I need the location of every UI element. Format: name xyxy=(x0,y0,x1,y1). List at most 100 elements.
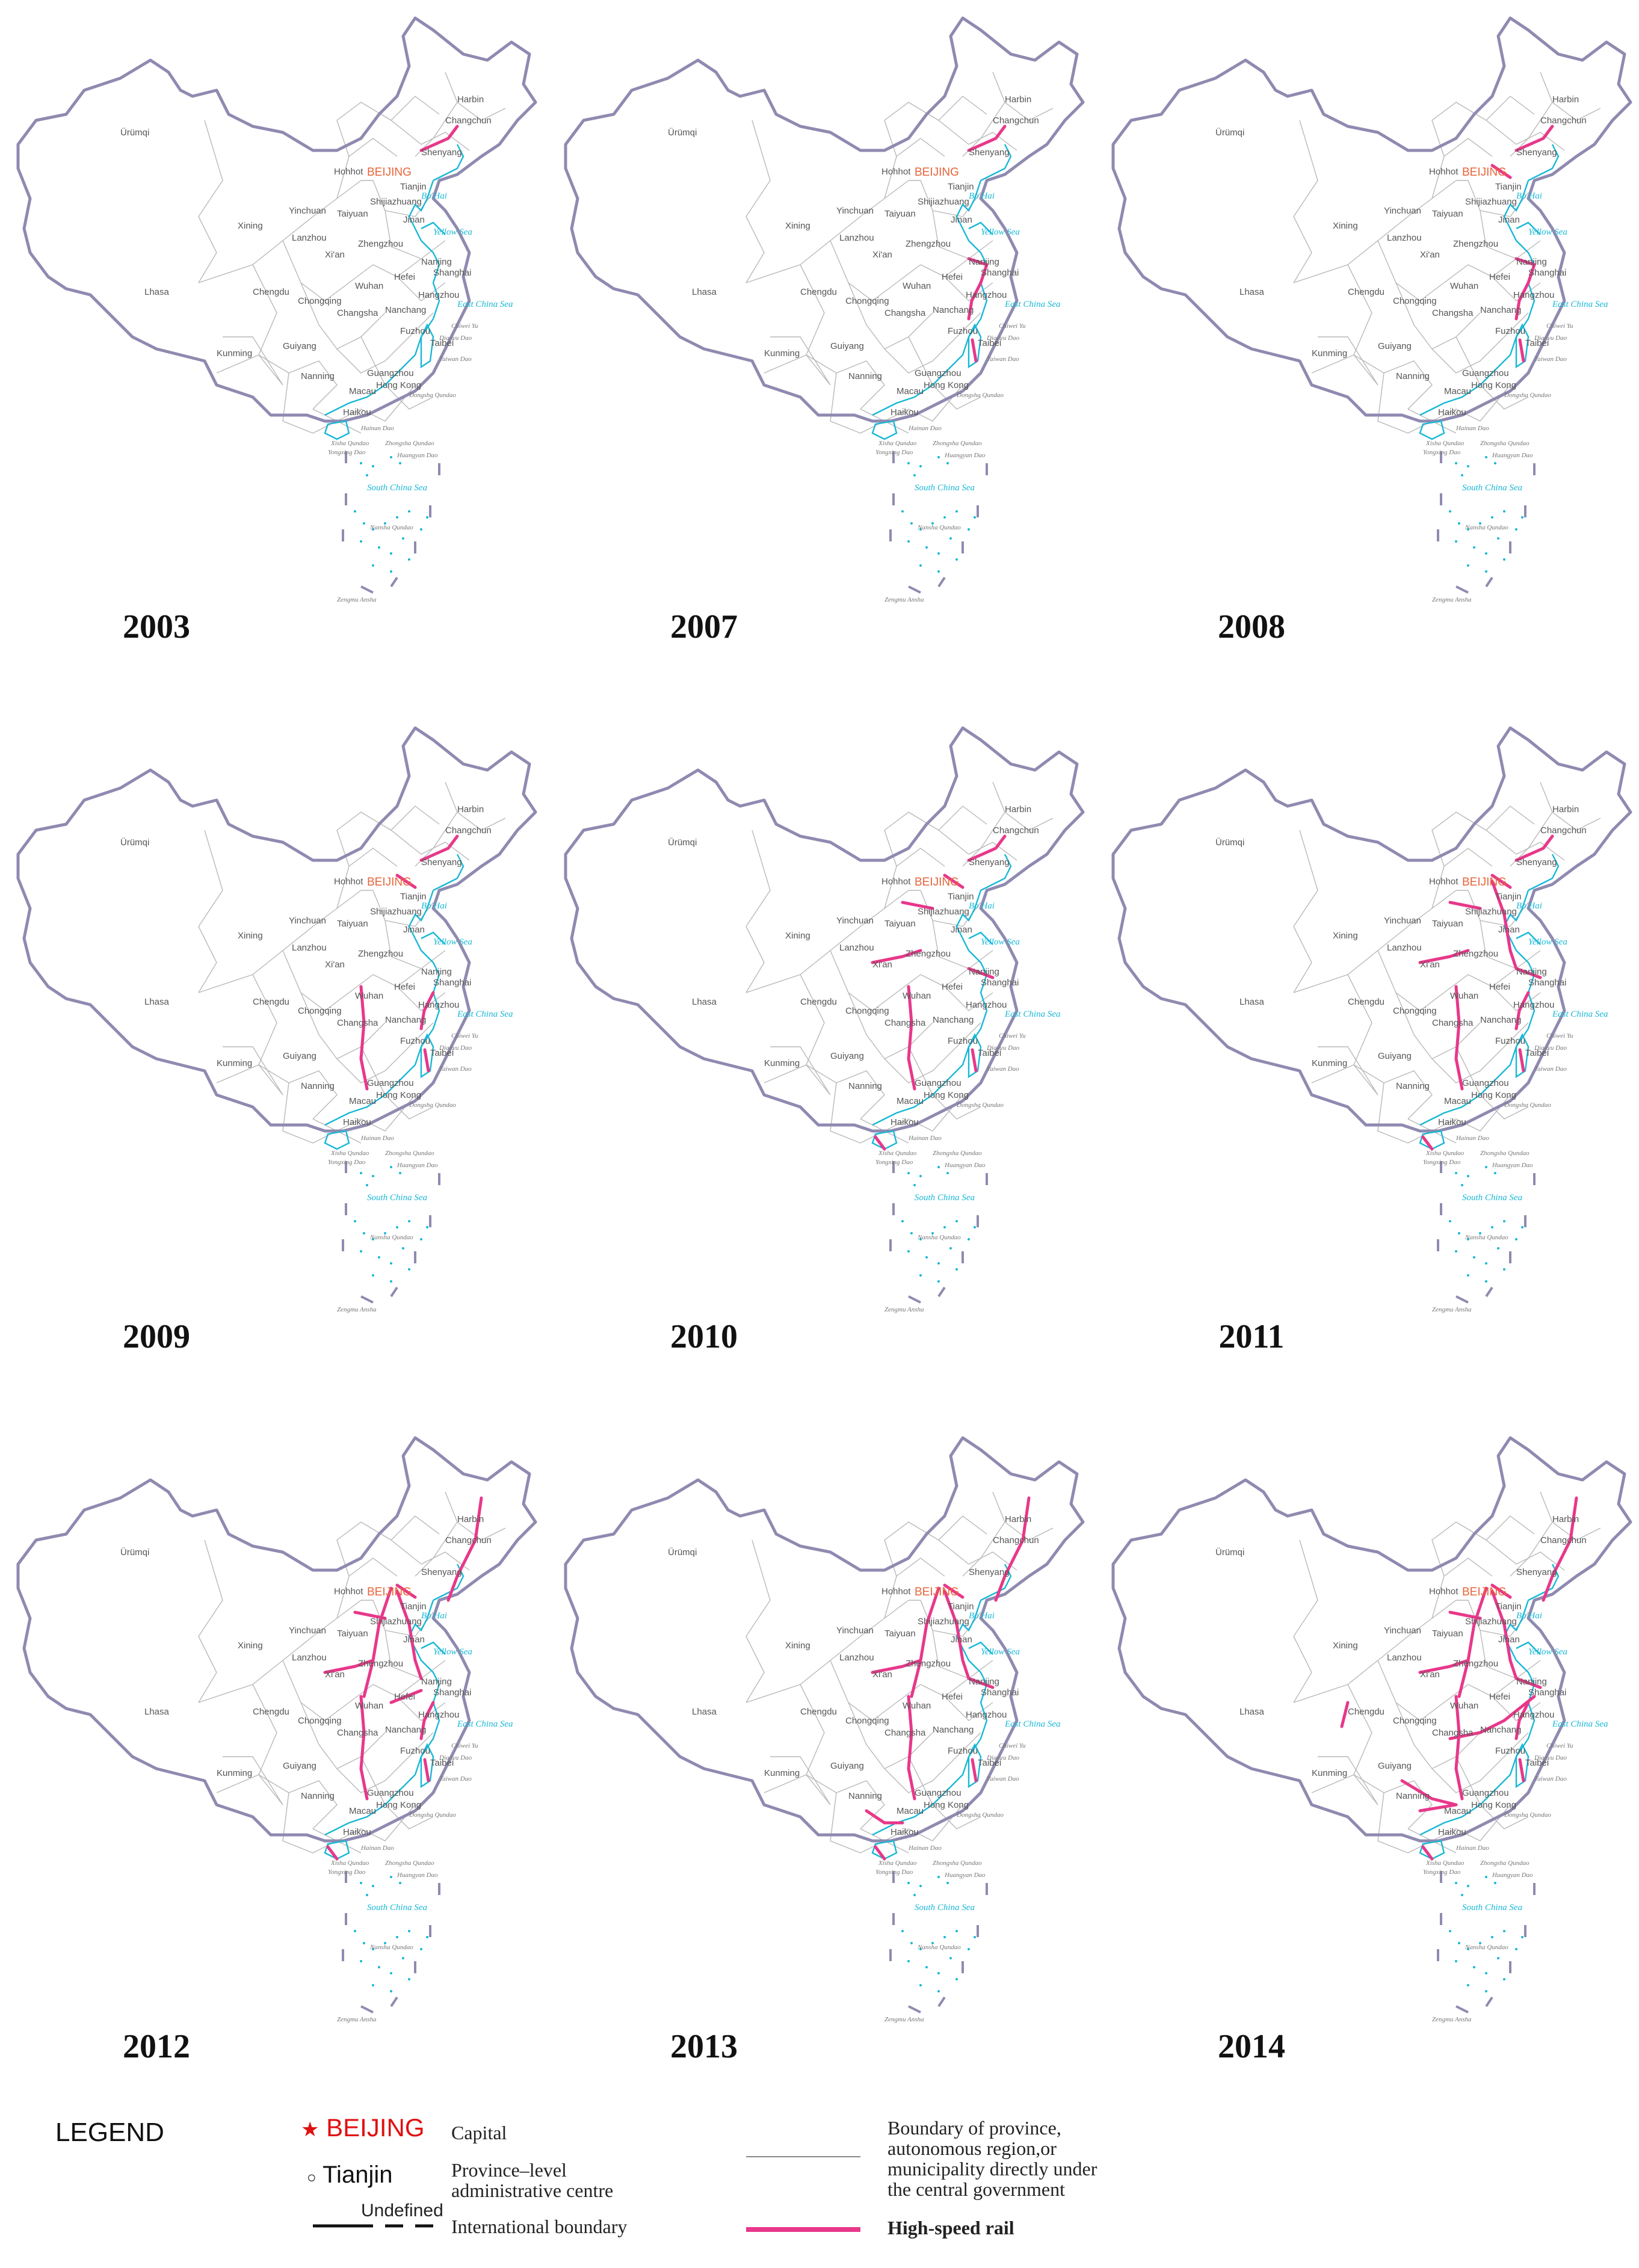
city-changchun: Changchun xyxy=(993,1535,1039,1545)
sea-yellow: Yellow Sea xyxy=(981,1647,1020,1657)
year-label: 2003 xyxy=(123,608,190,646)
island-diaoyu: Diaoyu Dao xyxy=(1534,1754,1567,1761)
china-map: Ürümqi Harbin Changchun Shenyang Hohhot … xyxy=(1111,726,1632,1313)
city-labels: Ürümqi Harbin Changchun Shenyang Hohhot … xyxy=(1215,94,1587,418)
city-changsha: Changsha xyxy=(1432,1728,1474,1738)
china-map: Ürümqi Harbin Changchun Shenyang Hohhot … xyxy=(16,726,537,1313)
taiwan-outline xyxy=(968,1743,982,1789)
city-nanning: Nanning xyxy=(848,371,882,381)
island-nansha: Nansha Qundao xyxy=(917,524,961,531)
city-chongqing: Chongqing xyxy=(298,296,342,306)
rail-shanghai_nanjing xyxy=(1514,967,1542,979)
rail-yangtze_delta xyxy=(1514,257,1536,285)
city-shanghai: Shanghai xyxy=(433,268,471,278)
city-hefei: Hefei xyxy=(1489,1692,1510,1702)
city-shanghai: Shanghai xyxy=(433,1687,471,1698)
island-xisha: Xisha Qundao xyxy=(878,440,917,447)
city-zhengzhou: Zhengzhou xyxy=(906,239,951,249)
island-labels: Chiwei Yu Diaoyu Dao Taiwan Dao Dongsha … xyxy=(1423,322,1573,603)
island-xisha: Xisha Qundao xyxy=(1425,1150,1465,1157)
year-label: 2011 xyxy=(1218,1318,1285,1355)
city-jinan: Jinan xyxy=(951,925,972,935)
city-urumqi: Ürümqi xyxy=(1215,1547,1244,1558)
rail-beijing_shanghai xyxy=(1490,1589,1518,1680)
china-map: Ürümqi Harbin Changchun Shenyang Hohhot … xyxy=(564,1436,1085,2023)
island-xisha: Xisha Qundao xyxy=(1425,1860,1465,1867)
island-chiwei: Chiwei Yu xyxy=(999,322,1026,330)
city-lhasa: Lhasa xyxy=(1239,997,1265,1007)
rail-yangtze_delta xyxy=(967,257,989,285)
city-nanjing: Nanjing xyxy=(1516,967,1547,977)
city-shanghai: Shanghai xyxy=(1528,268,1566,278)
city-hongkong: Hong Kong xyxy=(376,1090,421,1100)
rail-wenzhou_coast xyxy=(967,281,983,321)
high-speed-rail xyxy=(1340,1496,1578,1861)
city-lhasa: Lhasa xyxy=(1239,1707,1265,1717)
city-chongqing: Chongqing xyxy=(1393,1716,1437,1726)
city-hangzhou: Hangzhou xyxy=(1513,290,1554,300)
city-hohhot: Hohhot xyxy=(1429,877,1458,887)
hainan-outline xyxy=(324,1840,350,1860)
legend-capital-name: ★ BEIJING xyxy=(301,2115,425,2140)
city-lanzhou: Lanzhou xyxy=(839,233,874,243)
rail-harbin_dalian xyxy=(994,1496,1031,1602)
coastline xyxy=(324,144,465,416)
city-nanjing: Nanjing xyxy=(421,1677,452,1687)
year-label: 2009 xyxy=(123,1318,190,1355)
map-panel-2008: Ürümqi Harbin Changchun Shenyang Hohhot … xyxy=(1095,0,1637,716)
city-tianjin: Tianjin xyxy=(400,1601,427,1612)
island-hainan: Hainan Dao xyxy=(1455,1135,1489,1142)
city-urumqi: Ürümqi xyxy=(120,1547,149,1558)
city-guangzhou: Guangzhou xyxy=(1462,1788,1509,1798)
island-xisha: Xisha Qundao xyxy=(878,1150,917,1157)
city-hohhot: Hohhot xyxy=(334,1586,363,1597)
city-shanghai: Shanghai xyxy=(981,978,1019,988)
legend-prov-label: Boundary of province, autonomous region,… xyxy=(887,2118,1097,2199)
sea-south-china: South China Sea xyxy=(1462,483,1522,493)
capital-label: BEIJING xyxy=(1462,876,1507,889)
city-fuzhou: Fuzhou xyxy=(400,326,430,336)
sea-bohai: Bo Hai xyxy=(1516,191,1542,201)
city-urumqi: Ürümqi xyxy=(120,837,149,848)
year-label: 2012 xyxy=(123,2028,190,2065)
year-label: 2007 xyxy=(670,608,738,646)
city-changsha: Changsha xyxy=(337,1018,378,1028)
city-kunming: Kunming xyxy=(1312,1768,1347,1778)
rail-taiwan xyxy=(423,1758,430,1783)
island-xisha: Xisha Qundao xyxy=(330,1150,369,1157)
city-lanzhou: Lanzhou xyxy=(839,943,874,953)
city-hefei: Hefei xyxy=(394,272,415,282)
city-shenyang: Shenyang xyxy=(969,857,1010,867)
taiwan-outline xyxy=(420,1743,434,1789)
city-hangzhou: Hangzhou xyxy=(1513,1710,1554,1720)
sea-bohai: Bo Hai xyxy=(1516,901,1542,911)
sea-yellow: Yellow Sea xyxy=(1528,1647,1567,1657)
sea-yellow: Yellow Sea xyxy=(1528,227,1567,237)
city-xining: Xining xyxy=(238,221,263,231)
city-xining: Xining xyxy=(1333,1641,1358,1651)
city-hongkong: Hong Kong xyxy=(1471,1800,1516,1810)
year-label: 2008 xyxy=(1218,608,1285,646)
china-map: Ürümqi Harbin Changchun Shenyang Hohhot … xyxy=(564,726,1085,1313)
coastline xyxy=(1419,854,1560,1126)
city-taibei: Taibei xyxy=(430,1758,454,1768)
city-urumqi: Ürümqi xyxy=(120,127,149,138)
city-taiyuan: Taiyuan xyxy=(1432,209,1463,219)
sea-labels: Bo Hai Yellow Sea East China Sea South C… xyxy=(1462,1611,1608,1912)
island-zhongsha: Zhongsha Qundao xyxy=(385,440,434,447)
island-huangyan: Huangyan Dao xyxy=(1492,1872,1533,1879)
island-diaoyu: Diaoyu Dao xyxy=(439,1754,472,1761)
city-hangzhou: Hangzhou xyxy=(966,290,1007,300)
rail-wenzhou_coast xyxy=(1514,991,1530,1031)
rail-beijing_shanghai xyxy=(1490,880,1518,970)
city-hohhot: Hohhot xyxy=(1429,167,1458,177)
island-zhongsha: Zhongsha Qundao xyxy=(1480,1150,1529,1157)
high-speed-rail xyxy=(419,125,459,152)
taiwan-outline xyxy=(968,1033,982,1079)
rail-beijing_wuhan xyxy=(910,1586,940,1698)
city-harbin: Harbin xyxy=(1552,804,1579,815)
coastline xyxy=(324,854,465,1126)
rail-beijing_tianjin xyxy=(1490,1583,1512,1599)
city-lanzhou: Lanzhou xyxy=(292,943,327,953)
city-yinchuan: Yinchuan xyxy=(1384,1626,1421,1636)
